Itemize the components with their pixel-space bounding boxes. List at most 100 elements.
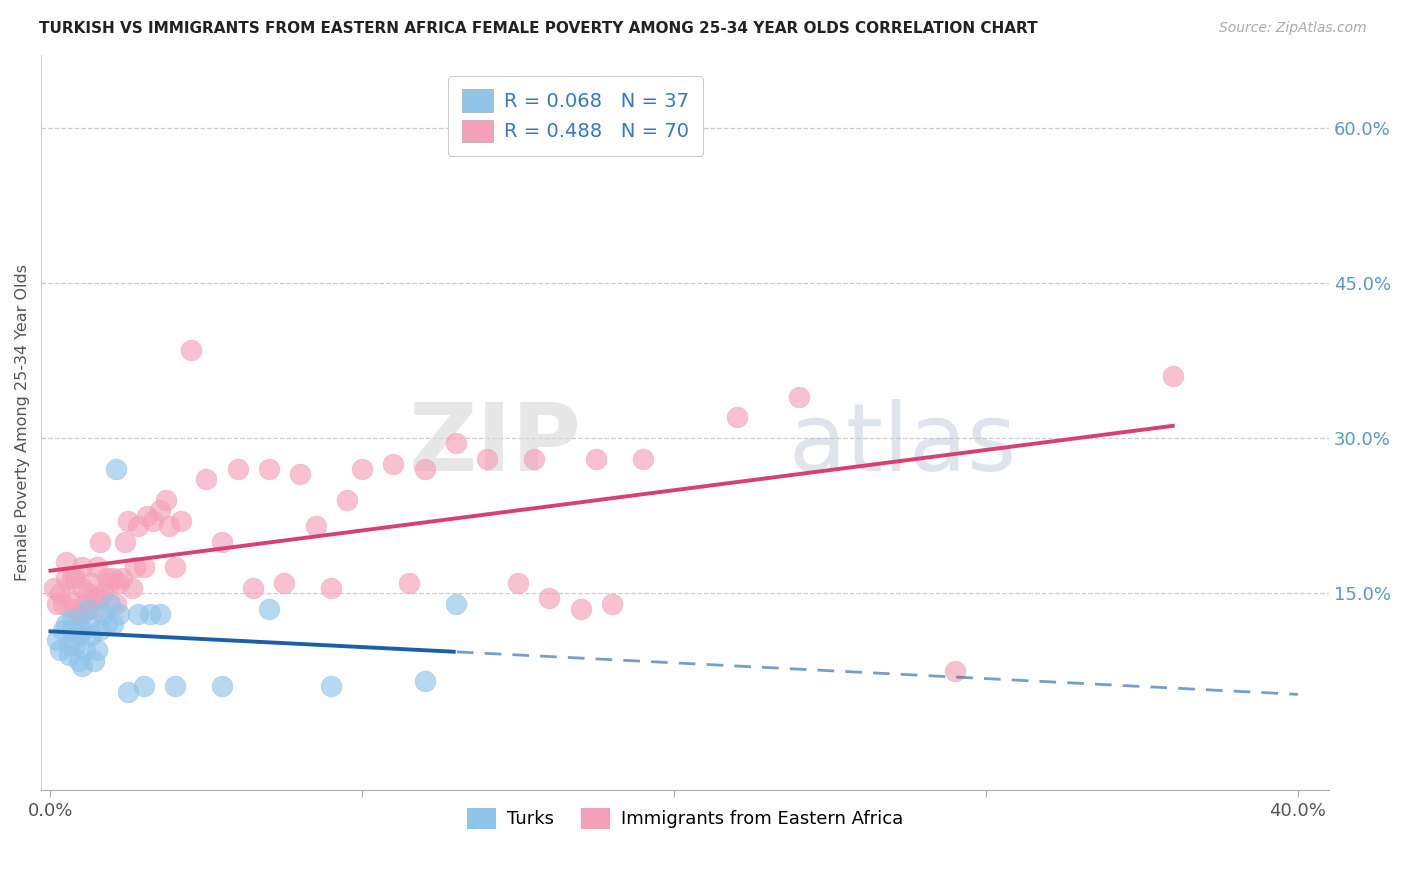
Point xyxy=(60,571,83,585)
Point xyxy=(60,612,83,626)
Point xyxy=(77,617,100,632)
Point xyxy=(45,597,67,611)
Text: Source: ZipAtlas.com: Source: ZipAtlas.com xyxy=(1219,21,1367,35)
Point xyxy=(132,680,155,694)
Point xyxy=(98,597,121,611)
Point xyxy=(108,576,131,591)
Y-axis label: Female Poverty Among 25-34 Year Olds: Female Poverty Among 25-34 Year Olds xyxy=(15,264,30,581)
Point xyxy=(96,617,118,632)
Point xyxy=(83,602,105,616)
Point xyxy=(127,607,149,621)
Point xyxy=(67,654,90,668)
Point xyxy=(725,410,748,425)
Point xyxy=(398,576,420,591)
Point xyxy=(55,555,77,569)
Point xyxy=(170,514,193,528)
Point xyxy=(86,643,108,657)
Text: TURKISH VS IMMIGRANTS FROM EASTERN AFRICA FEMALE POVERTY AMONG 25-34 YEAR OLDS C: TURKISH VS IMMIGRANTS FROM EASTERN AFRIC… xyxy=(39,21,1038,36)
Point xyxy=(77,602,100,616)
Point xyxy=(321,581,343,595)
Point xyxy=(149,607,172,621)
Point xyxy=(60,623,83,637)
Point xyxy=(58,638,80,652)
Point xyxy=(288,467,311,482)
Point xyxy=(211,534,233,549)
Point xyxy=(67,628,90,642)
Point xyxy=(70,607,93,621)
Point xyxy=(226,462,249,476)
Point xyxy=(523,451,546,466)
Point xyxy=(45,632,67,647)
Point xyxy=(121,581,143,595)
Point xyxy=(98,576,121,591)
Point xyxy=(114,534,136,549)
Point xyxy=(132,560,155,574)
Point xyxy=(77,586,100,600)
Point xyxy=(585,451,607,466)
Point xyxy=(93,607,115,621)
Point xyxy=(211,680,233,694)
Point xyxy=(80,628,103,642)
Point xyxy=(127,519,149,533)
Point xyxy=(444,597,467,611)
Point xyxy=(475,451,498,466)
Point xyxy=(600,597,623,611)
Point xyxy=(382,457,405,471)
Legend: Turks, Immigrants from Eastern Africa: Turks, Immigrants from Eastern Africa xyxy=(460,801,910,836)
Point xyxy=(321,680,343,694)
Point xyxy=(70,658,93,673)
Point xyxy=(155,493,177,508)
Point xyxy=(157,519,180,533)
Point xyxy=(49,643,72,657)
Point xyxy=(86,560,108,574)
Point xyxy=(413,462,436,476)
Point xyxy=(139,607,162,621)
Point xyxy=(304,519,326,533)
Point xyxy=(80,576,103,591)
Point xyxy=(787,390,810,404)
Point xyxy=(108,607,131,621)
Point xyxy=(165,680,187,694)
Point xyxy=(65,571,87,585)
Point xyxy=(413,674,436,689)
Point xyxy=(165,560,187,574)
Point xyxy=(104,597,127,611)
Point xyxy=(149,503,172,517)
Point xyxy=(631,451,654,466)
Point xyxy=(136,508,159,523)
Text: atlas: atlas xyxy=(789,399,1017,491)
Point xyxy=(55,571,77,585)
Point xyxy=(569,602,592,616)
Point xyxy=(96,571,118,585)
Point xyxy=(1161,368,1184,383)
Point xyxy=(257,462,280,476)
Point xyxy=(83,654,105,668)
Point xyxy=(117,514,139,528)
Point xyxy=(49,586,72,600)
Point xyxy=(73,597,96,611)
Point xyxy=(352,462,374,476)
Point xyxy=(180,343,202,357)
Point xyxy=(52,623,75,637)
Point xyxy=(195,472,218,486)
Point xyxy=(70,581,93,595)
Point xyxy=(104,462,127,476)
Point xyxy=(70,623,93,637)
Point xyxy=(124,560,146,574)
Point xyxy=(93,586,115,600)
Point xyxy=(538,591,561,606)
Point xyxy=(508,576,530,591)
Point xyxy=(52,597,75,611)
Point xyxy=(73,643,96,657)
Point xyxy=(117,684,139,698)
Text: ZIP: ZIP xyxy=(409,399,582,491)
Point xyxy=(42,581,65,595)
Point xyxy=(86,591,108,606)
Point xyxy=(142,514,165,528)
Point xyxy=(101,617,124,632)
Point xyxy=(273,576,295,591)
Point xyxy=(336,493,359,508)
Point xyxy=(943,664,966,678)
Point xyxy=(444,436,467,450)
Point xyxy=(111,571,134,585)
